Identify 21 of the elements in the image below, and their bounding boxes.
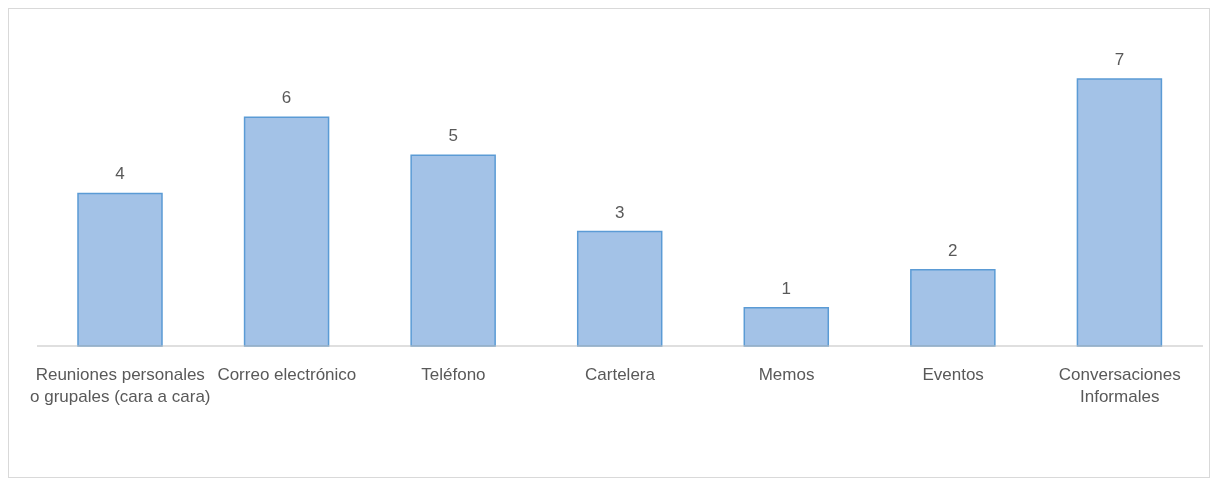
x-tick-label: Cartelera xyxy=(585,365,656,385)
data-label: 2 xyxy=(948,240,958,260)
bar xyxy=(243,116,330,347)
data-label: 5 xyxy=(448,126,458,146)
bar xyxy=(910,268,996,347)
x-tick-label: Reuniones personales o grupales (cara a cara) xyxy=(30,365,211,407)
data-label: 3 xyxy=(614,202,625,222)
data-label: 4 xyxy=(115,164,125,184)
data-label: 7 xyxy=(1114,50,1125,69)
x-tick-label: Eventos xyxy=(922,365,984,385)
bar xyxy=(77,192,163,347)
data-label: 6 xyxy=(281,88,292,108)
x-tick-label: Memos xyxy=(758,365,815,385)
bar xyxy=(410,154,496,347)
x-tick-label: Teléfono xyxy=(421,365,486,385)
x-tick-label: Correo electrónico xyxy=(217,365,357,385)
x-tick-label: Conversaciones Informales xyxy=(1058,365,1181,407)
bar xyxy=(1076,78,1163,347)
data-label: 1 xyxy=(781,278,792,298)
bar xyxy=(743,307,830,347)
bar xyxy=(576,230,663,347)
